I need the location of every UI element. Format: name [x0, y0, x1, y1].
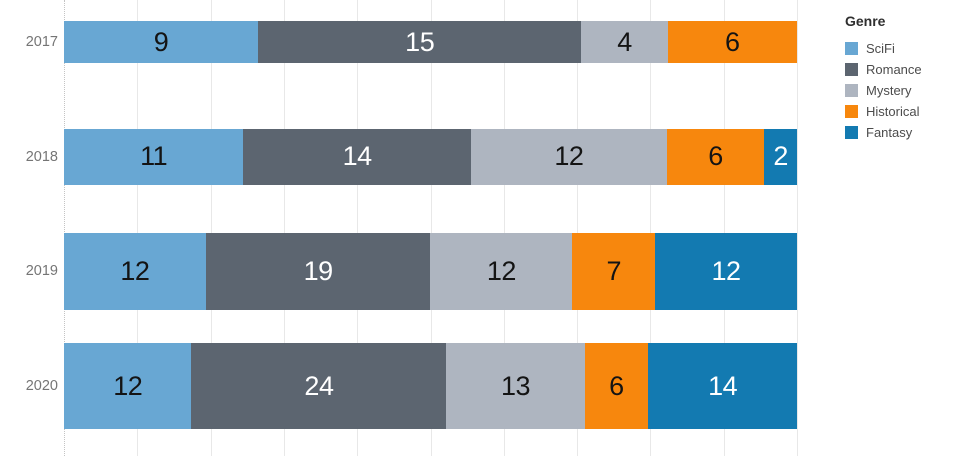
- bar-row-2020: 12 24 13 6 14: [64, 342, 797, 430]
- gridline-90-percent: [723, 0, 725, 456]
- gridline-60-percent: [503, 0, 505, 456]
- legend-item-historical[interactable]: Historical: [845, 105, 955, 118]
- axis-label-2020: 2020: [25, 378, 58, 394]
- romance-swatch-icon: [845, 63, 858, 76]
- axis-label-2017: 2017: [25, 34, 58, 50]
- bar-row-2019: 12 19 12 7 12: [64, 232, 797, 311]
- bar-segment-historical-2020[interactable]: 6: [584, 342, 649, 430]
- bar-segment-scifi-2017[interactable]: 9: [64, 20, 259, 64]
- gridline-80-percent: [650, 0, 652, 456]
- mystery-swatch-icon: [845, 84, 858, 97]
- bar-value-label: 14: [708, 370, 738, 401]
- axis-label-2018: 2018: [25, 148, 58, 165]
- legend-item-label: Romance: [866, 62, 922, 77]
- bar-value-label: 6: [725, 26, 740, 57]
- bar-value-label: 24: [304, 370, 334, 401]
- legend-item-scifi[interactable]: SciFi: [845, 42, 955, 55]
- bar-segment-scifi-2020[interactable]: 12: [64, 342, 192, 430]
- gridline-30-percent: [283, 0, 285, 456]
- bar-value-label: 2: [773, 141, 788, 172]
- bar-value-label: 11: [140, 141, 168, 172]
- fantasy-swatch-icon: [845, 126, 858, 139]
- legend-items: SciFi Romance Mystery Historical Fantasy: [845, 42, 955, 139]
- legend-item-mystery[interactable]: Mystery: [845, 84, 955, 97]
- bar-value-label: 4: [617, 26, 632, 57]
- legend-item-label: SciFi: [866, 41, 895, 56]
- legend-item-label: Fantasy: [866, 125, 913, 140]
- bar-value-label: 9: [153, 26, 169, 57]
- bar-row-2017: 9 15 4 6: [64, 20, 797, 64]
- bar-segment-mystery-2020[interactable]: 13: [446, 342, 585, 430]
- bar-value-label: 13: [500, 370, 531, 401]
- bar-value-label: 19: [303, 255, 334, 286]
- bar-segment-romance-2017[interactable]: 15: [258, 20, 582, 64]
- plot-area: 9 15 4 6 11 14 12 6 2 12 19 12 7 12 12 24 13 6 14: [64, 0, 798, 456]
- bar-value-label: 12: [554, 141, 584, 172]
- bar-value-label: 6: [609, 370, 624, 401]
- bar-segment-mystery-2017[interactable]: 4: [581, 20, 668, 64]
- bar-segment-fantasy-2020[interactable]: 14: [648, 342, 797, 430]
- bar-value-label: 7: [606, 255, 621, 286]
- bar-segment-scifi-2018[interactable]: 11: [64, 128, 244, 185]
- bar-value-label: 12: [711, 255, 742, 286]
- gridline-100-percent: [797, 0, 798, 456]
- historical-swatch-icon: [845, 105, 858, 118]
- legend-item-fantasy[interactable]: Fantasy: [845, 126, 955, 139]
- bar-value-label: 12: [113, 370, 143, 401]
- gridline-40-percent: [357, 0, 359, 456]
- legend: Genre SciFi Romance Mystery Historical Fanta…: [845, 12, 955, 147]
- bar-value-label: 12: [486, 255, 517, 286]
- gridline-10-percent: [137, 0, 139, 456]
- bar-segment-historical-2018[interactable]: 6: [666, 128, 765, 185]
- bar-segment-fantasy-2018[interactable]: 2: [764, 128, 797, 185]
- legend-item-label: Mystery: [866, 83, 912, 98]
- bar-segment-historical-2019[interactable]: 7: [572, 232, 656, 311]
- bar-segment-mystery-2019[interactable]: 12: [430, 232, 573, 311]
- bar-segment-romance-2018[interactable]: 14: [243, 128, 472, 185]
- bar-value-label: 14: [342, 141, 373, 172]
- gridline-70-percent: [577, 0, 579, 456]
- bar-value-label: 15: [405, 26, 435, 57]
- bar-value-label: 6: [708, 141, 723, 172]
- gridline-50-percent: [430, 0, 432, 456]
- axis-label-2019: 2019: [25, 263, 58, 280]
- gridline-20-percent: [210, 0, 212, 456]
- bar-segment-fantasy-2019[interactable]: 12: [655, 232, 797, 311]
- bar-segment-mystery-2018[interactable]: 12: [471, 128, 667, 185]
- bar-segment-scifi-2019[interactable]: 12: [64, 232, 206, 311]
- legend-title: Genre: [845, 13, 886, 29]
- bar-value-label: 12: [120, 255, 150, 286]
- axis-zero-line: [64, 0, 65, 456]
- bar-segment-historical-2017[interactable]: 6: [667, 20, 797, 64]
- bar-segment-romance-2020[interactable]: 24: [191, 342, 447, 430]
- bar-segment-romance-2019[interactable]: 19: [205, 232, 431, 311]
- legend-item-romance[interactable]: Romance: [845, 63, 955, 76]
- bar-row-2018: 11 14 12 6 2: [64, 128, 797, 185]
- scifi-swatch-icon: [845, 42, 858, 55]
- legend-item-label: Historical: [866, 104, 920, 119]
